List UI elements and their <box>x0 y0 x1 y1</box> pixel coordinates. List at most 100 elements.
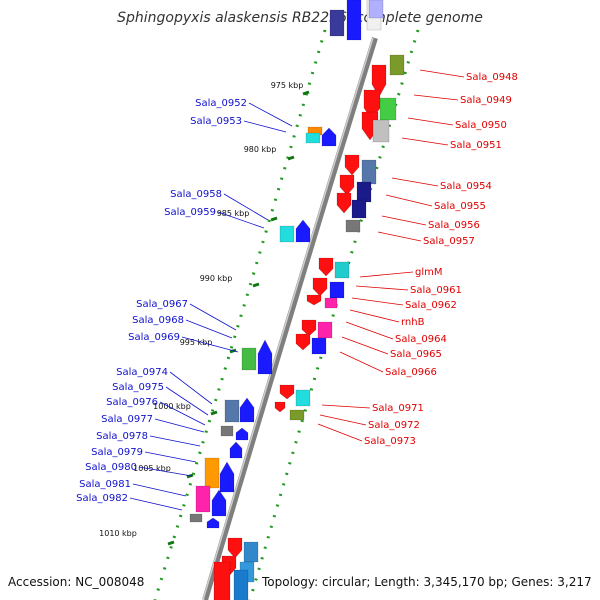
forward-gene <box>389 54 405 76</box>
forward-gene <box>279 384 295 400</box>
forward-gene-label: Sala_0954 <box>440 181 492 192</box>
scale-tick-label: 985 kbp <box>217 209 250 218</box>
reverse-label-leader <box>248 102 293 127</box>
forward-gene <box>371 64 387 98</box>
reverse-label-leader <box>154 418 205 433</box>
forward-gene-label: Sala_0950 <box>455 120 507 131</box>
forward-gene <box>334 261 350 279</box>
reverse-gene-label: Sala_0977 <box>101 414 153 425</box>
forward-gene <box>243 541 259 563</box>
reverse-label-leader <box>169 371 213 405</box>
reverse-gene-label: Sala_0967 <box>136 299 188 310</box>
scale-tick-label: 980 kbp <box>244 145 277 154</box>
forward-label-leader <box>377 231 422 242</box>
forward-label-leader <box>359 271 414 278</box>
reverse-label-leader <box>243 120 287 133</box>
reverse-gene-label: Sala_0959 <box>164 207 216 218</box>
forward-label-leader <box>407 117 454 126</box>
forward-gene-label: Sala_0972 <box>368 420 420 431</box>
topology-text: Topology: circular; Length: 3,345,170 bp… <box>261 575 592 589</box>
forward-gene <box>301 319 317 337</box>
reverse-label-leader <box>149 435 201 447</box>
forward-label-leader <box>381 215 427 226</box>
forward-label-leader <box>319 414 367 426</box>
reverse-gene <box>241 347 257 371</box>
genome-backbone <box>202 37 378 600</box>
forward-gene-label: Sala_0957 <box>423 236 475 247</box>
reverse-gene-label: Sala_0976 <box>106 397 158 408</box>
forward-gene <box>311 337 327 355</box>
map-title: Sphingopyxis alaskensis RB2256, complete… <box>117 10 483 26</box>
forward-gene <box>346 0 362 41</box>
accession-text: Accession: NC_008048 <box>8 575 144 589</box>
forward-gene <box>345 219 361 233</box>
reverse-gene <box>329 9 345 37</box>
reverse-gene <box>279 225 295 243</box>
forward-label-leader <box>351 297 404 306</box>
forward-gene <box>233 569 249 600</box>
scale-ticks: 975 kbp 980 kbp 985 kbp 990 kbp 995 kbp 1000 … <box>99 81 310 546</box>
forward-gene-label: glmM <box>415 267 443 278</box>
forward-gene <box>368 0 384 19</box>
reverse-gene <box>204 457 220 489</box>
forward-label-leader <box>321 404 371 409</box>
reverse-gene <box>305 132 321 144</box>
forward-gene-label: Sala_0951 <box>450 140 502 151</box>
scale-tick-mark <box>252 282 260 288</box>
reverse-gene <box>220 425 234 437</box>
forward-gene <box>274 401 286 413</box>
reverse-gene <box>321 127 337 147</box>
reverse-gene <box>239 397 255 423</box>
forward-gene-label: Sala_0961 <box>410 285 462 296</box>
forward-label-leader <box>317 423 363 442</box>
forward-gene <box>227 537 243 559</box>
scale-tick-label: 975 kbp <box>271 81 304 90</box>
forward-gene <box>379 97 397 121</box>
forward-gene-label: rnhB <box>401 317 425 328</box>
gene-features <box>189 0 405 600</box>
scale-tick-mark <box>302 90 310 96</box>
forward-gene <box>318 257 334 277</box>
reverse-gene <box>295 219 311 243</box>
reverse-label-leader <box>159 401 206 426</box>
reverse-gene-label: Sala_0968 <box>132 315 184 326</box>
reverse-gene-label: Sala_0953 <box>190 116 242 127</box>
reverse-gene-label: Sala_0969 <box>128 332 180 343</box>
scale-tick-label: 1010 kbp <box>99 529 137 538</box>
reverse-gene <box>189 513 203 523</box>
scale-tick-mark <box>210 410 218 416</box>
forward-label-leader <box>419 69 465 78</box>
forward-gene-label: Sala_0948 <box>466 72 518 83</box>
forward-gene-label: Sala_0973 <box>364 436 416 447</box>
forward-gene <box>372 119 390 143</box>
reverse-gene-label: Sala_0974 <box>116 367 168 378</box>
reverse-label-leader <box>217 211 265 229</box>
reverse-gene-label: Sala_0978 <box>96 431 148 442</box>
reverse-gene <box>195 485 211 513</box>
forward-gene-label: Sala_0962 <box>405 300 457 311</box>
reverse-label-leader <box>165 386 209 416</box>
forward-gene <box>336 192 352 214</box>
forward-label-leader <box>413 94 459 101</box>
reverse-label-leader <box>132 483 187 497</box>
genome-backbone-highlight <box>202 37 374 600</box>
scale-tick-mark <box>287 155 295 161</box>
reverse-label-leader <box>185 319 233 339</box>
scale-tick-label: 990 kbp <box>200 274 233 283</box>
reverse-label-leader <box>223 193 269 221</box>
reverse-gene-label: Sala_0982 <box>76 493 128 504</box>
reverse-label-leader <box>189 303 237 331</box>
reverse-gene <box>211 489 227 517</box>
scale-tick-label: 1000 kbp <box>153 402 191 411</box>
forward-label-leader <box>349 309 400 323</box>
reverse-gene-label: Sala_0979 <box>91 447 143 458</box>
forward-gene <box>356 181 372 203</box>
forward-gene <box>317 321 333 339</box>
reverse-gene <box>224 399 240 423</box>
forward-label-leader <box>355 285 409 291</box>
forward-label-leader <box>391 177 439 187</box>
reverse-gene <box>229 441 243 459</box>
forward-gene <box>306 294 322 306</box>
reverse-label-leader <box>144 451 197 463</box>
